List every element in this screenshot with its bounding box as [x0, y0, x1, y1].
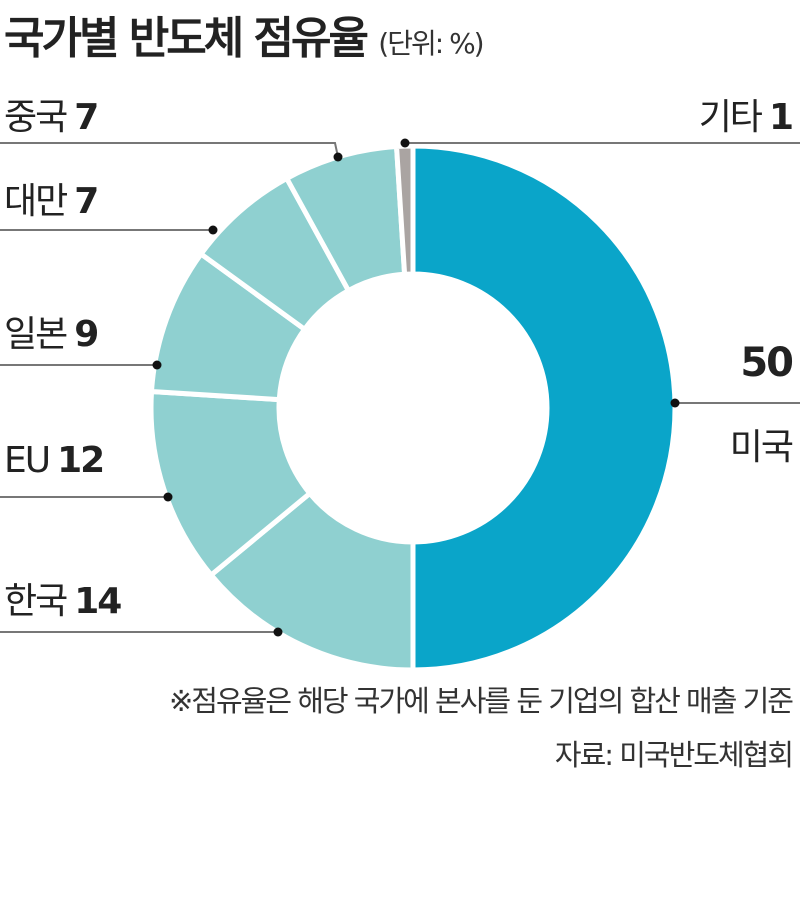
footnote: ※점유율은 해당 국가에 본사를 둔 기업의 합산 매출 기준 — [168, 684, 794, 718]
leader-dot-japan — [152, 360, 162, 370]
slice-korea — [207, 489, 416, 673]
leader-dot-taiwan — [208, 225, 218, 235]
chart-title: 국가별 반도체 점유율 (단위: %) — [4, 2, 485, 66]
unit-note: (단위: %) — [378, 27, 484, 60]
label-eu: EU 12 — [4, 440, 105, 481]
label-japan: 일본 9 — [4, 314, 99, 355]
leader-line-china — [0, 142, 339, 158]
leader-dot-other — [400, 138, 410, 148]
label-usa-value: 50 — [740, 340, 794, 386]
source: 자료: 미국반도체협회 — [554, 738, 794, 772]
leader-dot-korea — [273, 627, 283, 637]
label-china: 중국 7 — [4, 97, 99, 138]
label-usa: 미국 — [729, 427, 794, 468]
title-text: 국가별 반도체 점유율 — [4, 13, 369, 64]
leader-dot-eu — [163, 492, 173, 502]
leader-dot-china — [333, 152, 343, 162]
label-taiwan: 대만 7 — [4, 181, 99, 222]
leader-dot-usa — [670, 398, 680, 408]
label-other: 기타 1 — [698, 97, 794, 138]
label-korea: 한국 14 — [4, 581, 122, 622]
slice-usa — [410, 143, 678, 673]
